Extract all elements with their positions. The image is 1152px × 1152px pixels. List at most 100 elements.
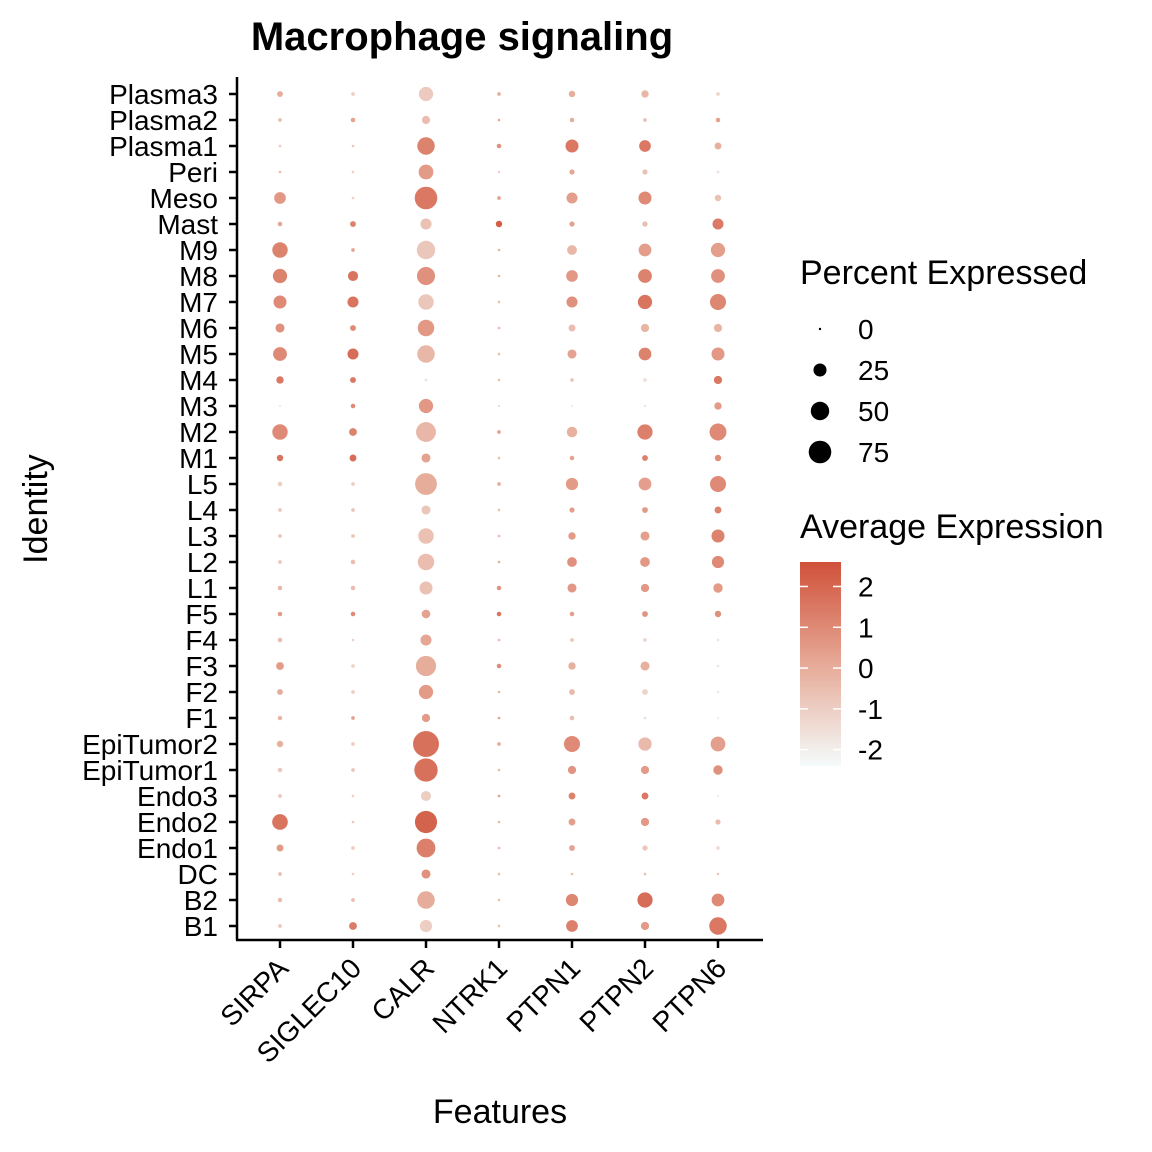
dot-L1-SIRPA: [277, 585, 283, 591]
dot-F2-NTRK1: [497, 690, 501, 694]
size-legend: Percent Expressed 0 25 50 75: [800, 254, 1087, 468]
size-legend-label: 75: [858, 437, 889, 468]
dot-M2-NTRK1: [497, 430, 501, 434]
dot-M6-PTPN1: [568, 324, 576, 332]
dot-B1-SIRPA: [278, 924, 282, 928]
dot-M1-PTPN6: [714, 454, 722, 462]
dot-Plasma3-PTPN2: [641, 90, 649, 98]
dot-M6-SIGLEC10: [350, 325, 356, 331]
dot-M7-SIGLEC10: [347, 296, 359, 308]
color-legend-label: -2: [858, 735, 883, 766]
size-legend-label: 25: [858, 355, 889, 386]
dot-L3-PTPN2: [640, 531, 650, 541]
dot-Endo3-NTRK1: [497, 794, 501, 798]
dot-M1-PTPN2: [642, 455, 648, 461]
y-tick-label: M1: [179, 443, 218, 474]
dot-Peri-PTPN6: [716, 170, 720, 174]
dot-L3-PTPN6: [711, 529, 725, 543]
dot-EpiTumor2-SIRPA: [276, 740, 284, 748]
dot-Peri-CALR: [418, 164, 434, 180]
dot-M5-PTPN2: [638, 347, 652, 361]
dot-M7-PTPN2: [637, 294, 653, 310]
dot-L5-NTRK1: [497, 482, 501, 486]
color-legend-label: 1: [858, 612, 874, 643]
dot-Mast-NTRK1: [495, 220, 503, 228]
dot-Plasma2-PTPN2: [643, 118, 647, 122]
dot-DC-PTPN1: [570, 872, 574, 876]
y-tick-label: L4: [187, 495, 218, 526]
dot-M1-CALR: [421, 453, 431, 463]
y-axis-label: Identity: [17, 454, 55, 564]
dot-L4-SIGLEC10: [351, 508, 355, 512]
dot-EpiTumor1-SIGLEC10: [351, 768, 355, 772]
dot-L3-SIRPA: [278, 534, 282, 538]
dot-L1-SIGLEC10: [350, 585, 356, 591]
dot-Peri-PTPN2: [642, 169, 648, 175]
dot-M7-SIRPA: [273, 295, 287, 309]
dot-B2-PTPN6: [711, 893, 725, 907]
dot-Mast-SIRPA: [277, 221, 283, 227]
dot-Endo3-CALR: [420, 790, 432, 802]
dot-F4-PTPN1: [570, 638, 574, 642]
dot-M5-PTPN6: [711, 347, 725, 361]
dot-Endo1-SIRPA: [276, 844, 284, 852]
dot-M5-SIRPA: [273, 347, 287, 361]
color-legend-label: 0: [858, 653, 874, 684]
dot-L2-NTRK1: [497, 560, 501, 564]
dot-F5-NTRK1: [496, 611, 502, 617]
dot-M3-PTPN6: [714, 402, 722, 410]
dot-L4-PTPN1: [569, 507, 575, 513]
dot-M5-NTRK1: [497, 352, 501, 356]
y-tick-label: F1: [185, 703, 218, 734]
dot-Endo1-PTPN6: [716, 846, 720, 850]
y-tick-label: L1: [187, 573, 218, 604]
dot-M6-NTRK1: [497, 326, 501, 330]
dot-M4-CALR: [424, 378, 428, 382]
y-tick-label: Plasma1: [109, 131, 218, 162]
dot-F4-SIRPA: [277, 637, 283, 643]
dot-F4-CALR: [420, 634, 432, 646]
y-tick-label: DC: [178, 859, 218, 890]
dot-Mast-PTPN6: [712, 218, 724, 230]
dot-EpiTumor1-PTPN6: [713, 765, 723, 775]
dot-F2-SIRPA: [277, 689, 283, 695]
y-tick-label: F5: [185, 599, 218, 630]
dot-B1-NTRK1: [497, 924, 501, 928]
dot-Plasma3-PTPN6: [716, 92, 720, 96]
dot-EpiTumor2-CALR: [413, 731, 439, 757]
dot-L4-NTRK1: [497, 508, 501, 512]
dot-M6-SIRPA: [275, 323, 285, 333]
size-legend-label: 0: [858, 314, 874, 345]
dot-B1-CALR: [419, 919, 433, 933]
dot-M9-PTPN1: [567, 245, 577, 255]
dot-L2-SIRPA: [278, 560, 282, 564]
dot-F3-SIGLEC10: [351, 664, 355, 668]
dot-Mast-CALR: [420, 218, 432, 230]
dot-L2-SIGLEC10: [350, 559, 356, 565]
dot-Plasma1-PTPN2: [639, 140, 651, 152]
dot-L1-PTPN2: [640, 583, 650, 593]
dot-Mast-SIGLEC10: [350, 221, 356, 227]
dot-Endo3-PTPN2: [641, 792, 649, 800]
dot-Plasma1-CALR: [417, 137, 435, 155]
dot-Peri-SIGLEC10: [351, 170, 355, 174]
dot-DC-SIGLEC10: [351, 872, 355, 876]
dot-Plasma1-NTRK1: [496, 143, 502, 149]
dot-M7-NTRK1: [497, 300, 501, 304]
y-tick-label: M5: [179, 339, 218, 370]
dot-B1-PTPN2: [640, 921, 650, 931]
dot-Meso-SIGLEC10: [351, 196, 355, 200]
dot-Plasma2-PTPN6: [715, 117, 721, 123]
dot-F5-PTPN6: [714, 610, 722, 618]
dot-F5-PTPN2: [642, 611, 648, 617]
dot-F2-CALR: [418, 684, 434, 700]
dot-Meso-PTPN1: [566, 192, 578, 204]
dot-L4-CALR: [421, 505, 431, 515]
size-legend-dot: [810, 401, 830, 421]
dot-M8-CALR: [416, 266, 436, 286]
dot-B2-SIGLEC10: [351, 898, 355, 902]
color-legend-title: Average Expression: [800, 508, 1104, 546]
dot-M1-SIGLEC10: [349, 454, 357, 462]
dot-M3-CALR: [418, 398, 434, 414]
y-axis-ticks: Plasma3Plasma2Plasma1PeriMesoMastM9M8M7M…: [82, 79, 237, 942]
